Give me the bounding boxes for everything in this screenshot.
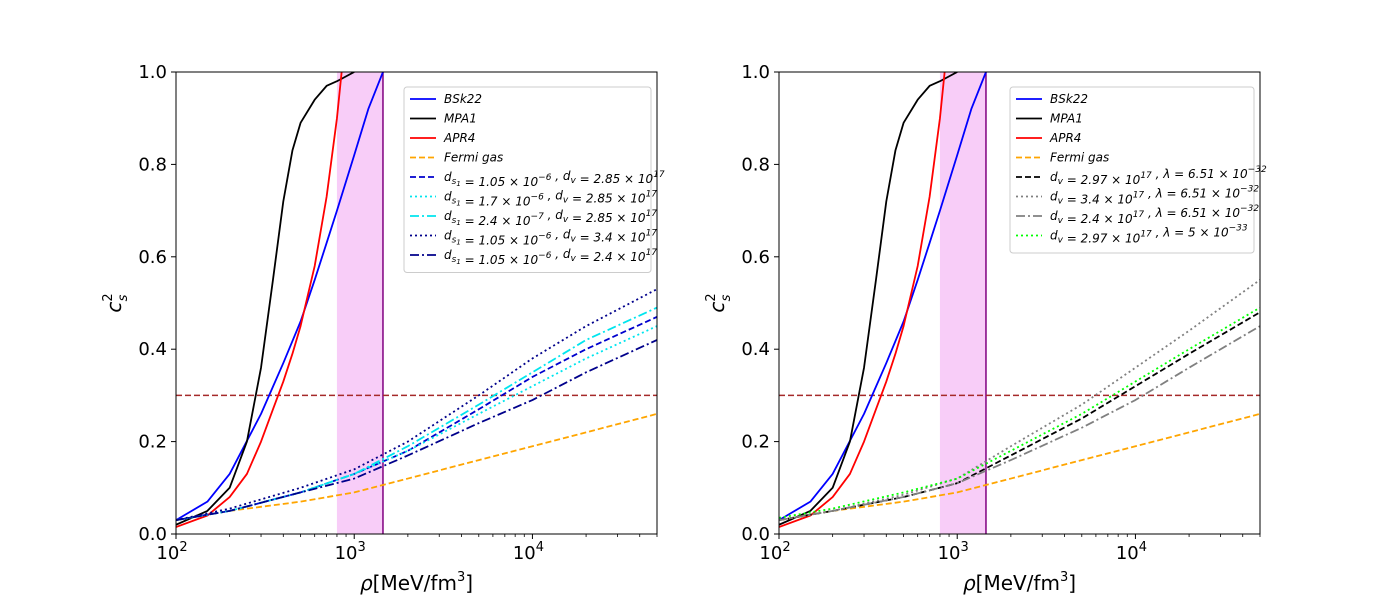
legend-label: Fermi gas — [1050, 151, 1109, 165]
y-axis-label-text: c2s — [101, 293, 131, 312]
chart-panel-1: 0.0 0.2 0.4 0.6 0.8 1.0 102 103 104 ρ[MeV/fm3] c2s… — [101, 62, 665, 595]
x-axis-label: ρ[MeV/fm3] — [360, 570, 473, 595]
legend-label: MPA1 — [1050, 112, 1083, 126]
plot-area — [779, 72, 1260, 534]
legend-label: ds1 = 1.05 × 10−6 , dv = 3.4 × 1017 — [444, 228, 657, 248]
x-tick-label: 102 — [156, 540, 187, 564]
y-tick-label: 1.0 — [741, 62, 770, 83]
x-tick-label: 103 — [938, 540, 969, 564]
series-line-8 — [779, 306, 1260, 519]
series-line-2 — [176, 72, 355, 526]
y-tick-label: 0.2 — [138, 432, 167, 453]
legend-label: dv = 3.4 × 1017 , λ = 6.51 × 10−32 — [1050, 185, 1259, 207]
legend-label: ds1 = 1.05 × 10−6 , dv = 2.85 × 1017 — [444, 169, 665, 189]
series-line-1 — [176, 72, 384, 521]
legend-label: ds1 = 1.05 × 10−6 , dv = 2.4 × 1017 — [444, 247, 657, 267]
series-line-1 — [779, 72, 987, 521]
y-tick-label: 0.6 — [741, 247, 770, 268]
chart-panel-2: 0.0 0.2 0.4 0.6 0.8 1.0 102 103 104 ρ[MeV/fm3] c2s… — [704, 62, 1267, 595]
legend-label: dv = 2.97 × 1017 , λ = 5 × 10−33 — [1050, 224, 1248, 246]
series-line-2 — [779, 72, 958, 526]
y-tick-label: 0.4 — [138, 339, 167, 360]
x-tick-label: 103 — [335, 540, 366, 564]
y-tick-label: 0.0 — [138, 524, 167, 545]
series-line-7 — [779, 325, 1260, 522]
y-tick-label: 1.0 — [138, 62, 167, 83]
legend-label: dv = 2.97 × 1017 , λ = 6.51 × 10−32 — [1050, 165, 1267, 187]
y-axis-label: c2s — [101, 293, 131, 312]
density-band — [939, 72, 986, 534]
plot-area — [176, 72, 657, 534]
x-tick-label: 104 — [1116, 540, 1147, 564]
series-line-6 — [779, 279, 1260, 522]
y-tick-label: 0.8 — [138, 154, 167, 175]
legend-label: Fermi gas — [444, 151, 503, 165]
axes-frame — [175, 71, 658, 535]
legend-label: dv = 2.4 × 1017 , λ = 6.51 × 10−32 — [1050, 204, 1259, 226]
legend: BSk22 MPA1 APR4 Fermi gas ds1 = 1.05 × 10−6 … — [403, 86, 665, 273]
y-tick-label: 0.6 — [138, 247, 167, 268]
series-line-9 — [176, 339, 657, 522]
series-line-7 — [176, 306, 657, 522]
series-line-8 — [176, 288, 657, 522]
legend-label: ds1 = 1.7 × 10−6 , dv = 2.85 × 1017 — [444, 189, 657, 209]
series-line-6 — [176, 325, 657, 522]
legend-label: BSk22 — [1050, 92, 1088, 106]
series-line-4 — [779, 413, 1260, 522]
axes-frame — [778, 71, 1261, 535]
legend-label: APR4 — [443, 131, 475, 145]
series-line-5 — [779, 311, 1260, 522]
y-tick-label: 0.0 — [741, 524, 770, 545]
series-line-5 — [176, 316, 657, 522]
x-tick-label: 102 — [759, 540, 790, 564]
legend-label: APR4 — [1049, 131, 1081, 145]
y-axis-label-text: c2s — [704, 293, 734, 312]
y-tick-label: 0.2 — [741, 432, 770, 453]
legend-label: MPA1 — [444, 112, 477, 126]
legend-box — [403, 86, 652, 273]
x-tick-label: 104 — [513, 540, 544, 564]
series-line-4 — [176, 413, 657, 522]
legend-label: BSk22 — [444, 92, 482, 106]
legend-label: ds1 = 2.4 × 10−7 , dv = 2.85 × 1017 — [444, 208, 657, 228]
density-band — [336, 72, 383, 534]
series-line-3 — [779, 72, 946, 528]
series-line-3 — [176, 72, 343, 528]
y-tick-label: 0.8 — [741, 154, 770, 175]
legend-box — [1009, 86, 1255, 254]
x-axis-label: ρ[MeV/fm3] — [963, 570, 1076, 595]
y-tick-label: 0.4 — [741, 339, 770, 360]
y-axis-label: c2s — [704, 293, 734, 312]
